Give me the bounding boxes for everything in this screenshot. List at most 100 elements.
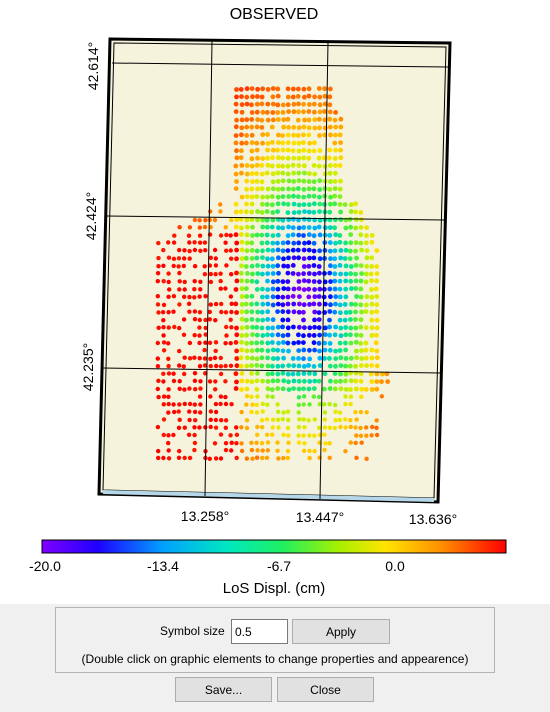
- data-point: [301, 356, 306, 362]
- data-point: [176, 409, 181, 414]
- data-point: [234, 425, 239, 430]
- data-point: [229, 309, 234, 315]
- data-point: [177, 270, 182, 276]
- data-point: [306, 86, 312, 92]
- data-point: [254, 378, 260, 384]
- data-point: [323, 125, 328, 131]
- data-point: [323, 441, 328, 446]
- data-point: [265, 271, 271, 276]
- data-point: [379, 394, 384, 399]
- data-point: [161, 348, 167, 353]
- data-point: [250, 271, 255, 277]
- data-point: [280, 309, 286, 314]
- data-point: [353, 286, 359, 291]
- data-point: [218, 355, 223, 361]
- data-point: [212, 217, 218, 223]
- data-point: [280, 170, 286, 176]
- data-point: [181, 263, 186, 269]
- data-point: [280, 194, 286, 200]
- data-point: [161, 333, 166, 338]
- data-point: [323, 225, 328, 231]
- data-point: [353, 217, 359, 222]
- data-point: [161, 417, 167, 422]
- data-point: [327, 233, 333, 238]
- data-point: [343, 247, 349, 253]
- data-point: [312, 201, 317, 207]
- data-point: [280, 324, 285, 330]
- data-point: [249, 194, 255, 200]
- data-point: [239, 170, 244, 176]
- data-point: [255, 309, 261, 315]
- data-point: [249, 379, 255, 385]
- data-point: [306, 225, 312, 230]
- data-point: [197, 240, 203, 245]
- data-point: [186, 432, 192, 437]
- data-point: [224, 248, 229, 253]
- data-point: [198, 279, 203, 284]
- data-point: [270, 356, 276, 361]
- data-point: [156, 240, 161, 246]
- data-point: [374, 418, 379, 423]
- data-point: [254, 332, 260, 338]
- displacement-map[interactable]: OBSERVED 42.614° 42.424° 42.235° 13.258°…: [0, 0, 550, 604]
- data-point: [233, 171, 239, 177]
- data-point: [343, 340, 348, 346]
- colorbar: [41, 539, 507, 554]
- data-point: [259, 441, 265, 446]
- data-point: [177, 325, 182, 331]
- data-point: [301, 364, 307, 369]
- data-point: [338, 355, 344, 361]
- data-point: [290, 371, 296, 377]
- data-point: [311, 193, 317, 199]
- data-point: [317, 248, 322, 254]
- close-button[interactable]: Close: [277, 677, 374, 702]
- data-point: [239, 247, 245, 253]
- data-point: [249, 102, 254, 108]
- data-point: [270, 179, 276, 185]
- data-point: [254, 248, 260, 254]
- data-point: [301, 302, 307, 308]
- graticule-line: [101, 367, 441, 374]
- data-point: [358, 378, 364, 384]
- data-point: [250, 332, 255, 337]
- data-point: [192, 402, 197, 407]
- data-point: [234, 332, 240, 338]
- data-point: [233, 186, 239, 192]
- data-point: [255, 424, 260, 430]
- data-point: [317, 363, 323, 368]
- data-point: [270, 171, 276, 177]
- data-point: [369, 309, 375, 315]
- data-point: [301, 347, 307, 353]
- data-point: [265, 117, 271, 123]
- data-point: [192, 240, 197, 245]
- data-point: [197, 364, 203, 369]
- data-point: [223, 286, 228, 291]
- data-point: [338, 255, 344, 261]
- data-point: [244, 340, 250, 346]
- data-point: [311, 209, 317, 215]
- data-point: [369, 255, 375, 261]
- data-point: [239, 371, 245, 376]
- data-point: [306, 93, 312, 99]
- save-button[interactable]: Save...: [175, 677, 272, 702]
- data-point: [156, 325, 161, 330]
- data-point: [177, 225, 182, 230]
- symbol-size-input[interactable]: [231, 619, 288, 644]
- apply-button[interactable]: Apply: [292, 619, 390, 644]
- data-point: [254, 171, 259, 177]
- data-point: [208, 255, 213, 260]
- data-point: [260, 317, 266, 323]
- data-point: [302, 170, 307, 176]
- data-point: [259, 101, 265, 107]
- data-point: [327, 441, 332, 446]
- data-point: [306, 294, 312, 300]
- data-point: [166, 448, 171, 453]
- data-point: [353, 248, 358, 254]
- data-point: [322, 193, 327, 199]
- data-point: [317, 425, 322, 430]
- data-point: [291, 386, 296, 391]
- data-point: [259, 355, 265, 361]
- data-point: [270, 155, 275, 161]
- data-point: [176, 425, 182, 430]
- data-point: [265, 448, 270, 453]
